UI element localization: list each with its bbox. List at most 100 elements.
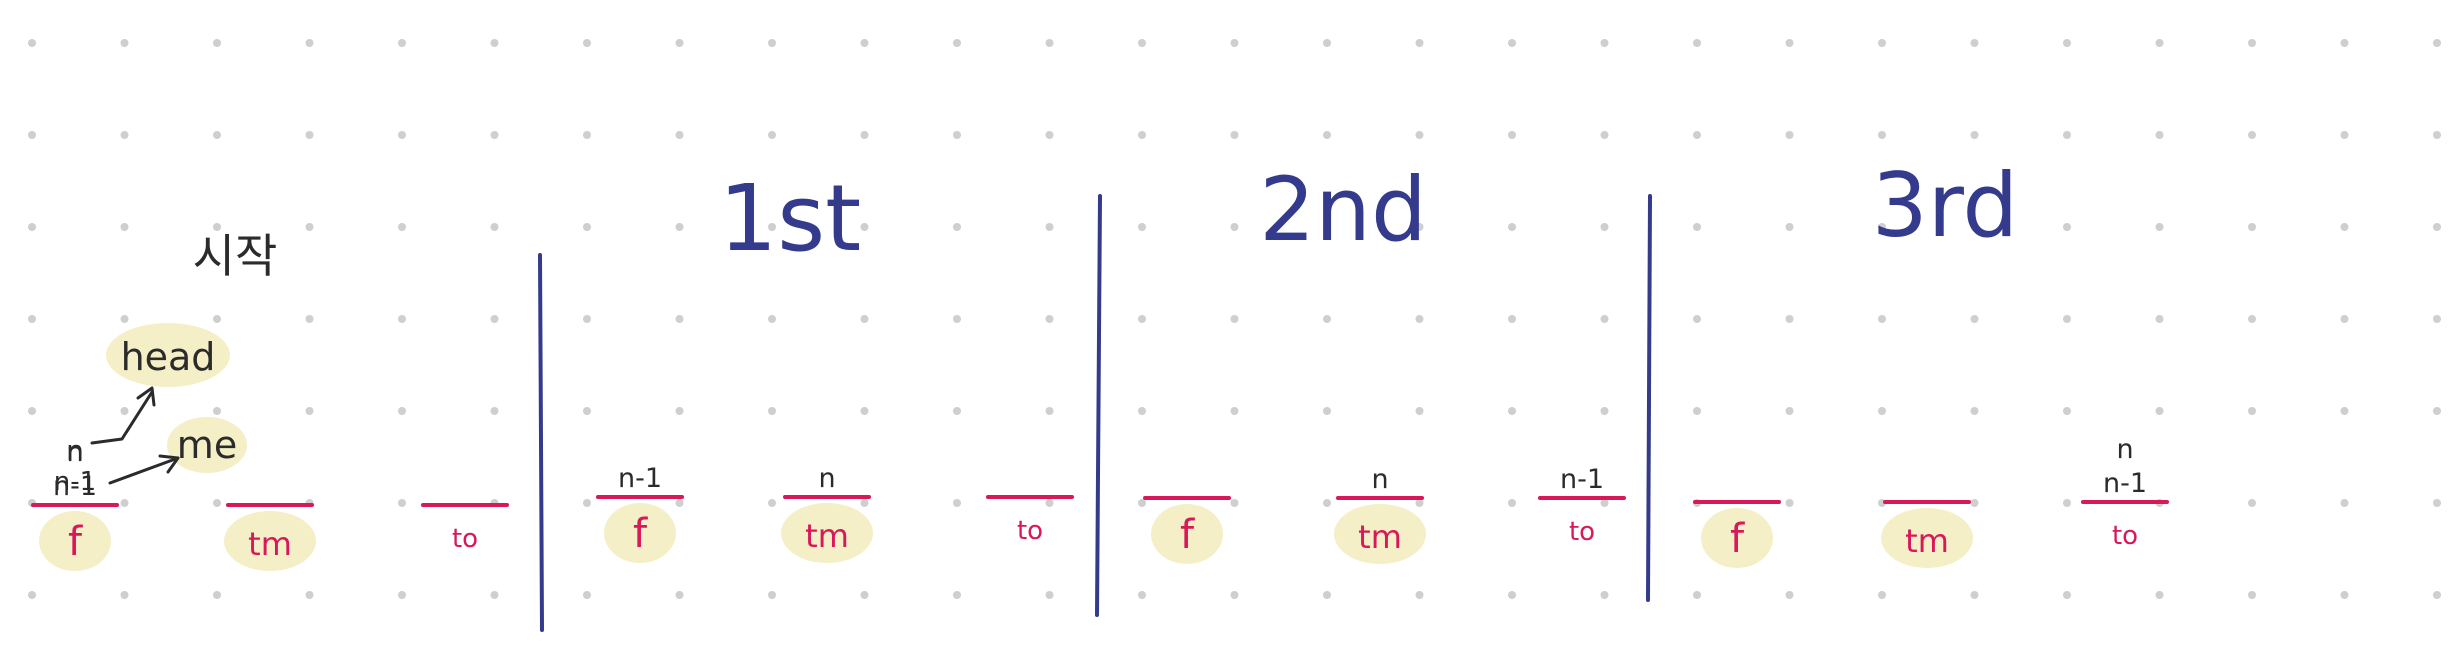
grid-dot (305, 39, 314, 47)
grid-dot (120, 499, 129, 507)
grid-dot (1323, 315, 1331, 323)
grid-dot (2155, 407, 2164, 415)
peg-1-tm: tm n (781, 463, 873, 563)
grid-dot (768, 315, 776, 323)
grid-dot (1323, 407, 1331, 415)
grid-dot (1138, 131, 1146, 139)
grid-dot (1508, 407, 1516, 415)
grid-dot (490, 591, 499, 599)
step-separators (538, 194, 1652, 632)
grid-dot (768, 499, 776, 507)
grid-dot (213, 131, 221, 139)
grid-dot (675, 591, 684, 599)
grid-dot (1600, 315, 1609, 323)
grid-dot (953, 591, 961, 599)
grid-dot (2248, 315, 2256, 323)
grid-dot (213, 499, 221, 507)
grid-dot (120, 39, 129, 47)
grid-dot (490, 131, 499, 139)
grid-dot (1785, 223, 1794, 231)
disk-mark: n (2116, 434, 2133, 465)
grid-dot (2063, 131, 2071, 139)
peg-label: f (1730, 516, 1745, 562)
grid-dot (1785, 39, 1794, 47)
grid-dot (1508, 223, 1516, 231)
grid-dot (675, 407, 684, 415)
grid-dot (28, 407, 36, 415)
grid-dot (305, 223, 314, 231)
grid-dot (2248, 591, 2256, 599)
grid-dot (28, 223, 36, 231)
grid-dot (213, 315, 221, 323)
peg-0-to: to (421, 503, 509, 554)
peg-label: f (68, 519, 83, 565)
grid-dot (1878, 131, 1886, 139)
grid-dot (213, 39, 221, 47)
grid-dot (675, 315, 684, 323)
disk-mark: n (1371, 464, 1388, 495)
grid-dot (120, 591, 129, 599)
peg-highlight (604, 503, 676, 563)
grid-dot (1045, 499, 1054, 507)
grid-dot (1138, 315, 1146, 323)
separator-3 (1646, 194, 1652, 602)
grid-dot (1970, 315, 1979, 323)
grid-dot (1415, 223, 1424, 231)
grid-dot (860, 223, 869, 231)
grid-dot (583, 591, 591, 599)
grid-dot (583, 223, 591, 231)
grid-dot (305, 591, 314, 599)
grid-dot (305, 315, 314, 323)
grid-dot (1693, 223, 1701, 231)
grid-dot (2248, 223, 2256, 231)
grid-dot (1415, 315, 1424, 323)
grid-dot (1415, 499, 1424, 507)
grid-dot (398, 223, 406, 231)
grid-dot (675, 131, 684, 139)
grid-dot (1138, 223, 1146, 231)
grid-dot (1508, 131, 1516, 139)
grid-dot (1415, 407, 1424, 415)
grid-dot (583, 131, 591, 139)
peg-label: tm (1905, 522, 1949, 560)
peg-highlight (1881, 508, 1973, 568)
grid-dot (28, 315, 36, 323)
grid-dot (1970, 407, 1979, 415)
grid-dot (675, 499, 684, 507)
peg-2-f: f (1143, 496, 1231, 564)
grid-dot (1138, 499, 1146, 507)
disk-mark: n (66, 437, 83, 468)
grid-dot (1878, 315, 1886, 323)
grid-dot (2063, 499, 2071, 507)
me-label: me (177, 423, 237, 467)
peg-2-tm: tm n (1334, 464, 1426, 564)
arrow-n-to-head (90, 390, 154, 445)
grid-dot (213, 223, 221, 231)
grid-dot (953, 39, 961, 47)
grid-dot (1508, 591, 1516, 599)
grid-dot (1878, 591, 1886, 599)
grid-dot (2433, 407, 2441, 415)
peg-label: f (633, 511, 648, 557)
grid-dot (1323, 499, 1331, 507)
grid-dot (2063, 223, 2071, 231)
dot-grid (28, 39, 2441, 599)
grid-dot (953, 407, 961, 415)
peg-3-to: to nn-1 (2081, 434, 2169, 551)
peg-highlight (1151, 504, 1223, 564)
peg-label: tm (1358, 518, 1402, 556)
grid-dot (1970, 499, 1979, 507)
grid-dot (1230, 223, 1239, 231)
grid-dot (1970, 223, 1979, 231)
grid-dot (2155, 591, 2164, 599)
grid-dot (1045, 223, 1054, 231)
grid-dot (490, 39, 499, 47)
grid-dot (2340, 223, 2349, 231)
grid-dot (1415, 131, 1424, 139)
grid-dot (120, 131, 129, 139)
grid-dot (675, 39, 684, 47)
grid-dot (2248, 407, 2256, 415)
grid-dot (768, 39, 776, 47)
me-highlight (167, 417, 247, 473)
